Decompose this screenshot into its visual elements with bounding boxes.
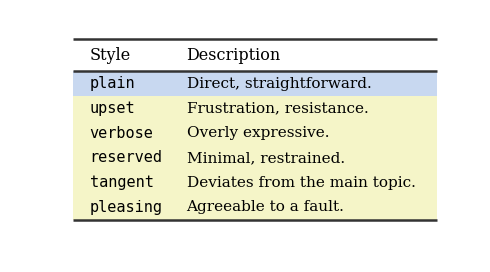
Bar <box>73 170 437 195</box>
Text: Minimal, restrained.: Minimal, restrained. <box>187 151 344 165</box>
Text: Overly expressive.: Overly expressive. <box>187 126 329 140</box>
Bar <box>73 195 437 220</box>
Text: Direct, straightforward.: Direct, straightforward. <box>187 77 371 91</box>
Text: Frustration, resistance.: Frustration, resistance. <box>187 101 368 115</box>
Text: reserved: reserved <box>90 150 163 165</box>
Text: Deviates from the main topic.: Deviates from the main topic. <box>187 176 416 190</box>
Text: verbose: verbose <box>90 126 153 141</box>
Bar <box>73 146 437 170</box>
Text: tangent: tangent <box>90 175 153 190</box>
Text: Agreeable to a fault.: Agreeable to a fault. <box>187 200 344 214</box>
Text: Style: Style <box>90 47 131 64</box>
Bar <box>73 96 437 121</box>
Text: upset: upset <box>90 101 135 116</box>
Text: plain: plain <box>90 76 135 91</box>
Bar <box>73 71 437 96</box>
Text: pleasing: pleasing <box>90 200 163 215</box>
Bar <box>73 121 437 146</box>
Text: Description: Description <box>187 47 281 64</box>
